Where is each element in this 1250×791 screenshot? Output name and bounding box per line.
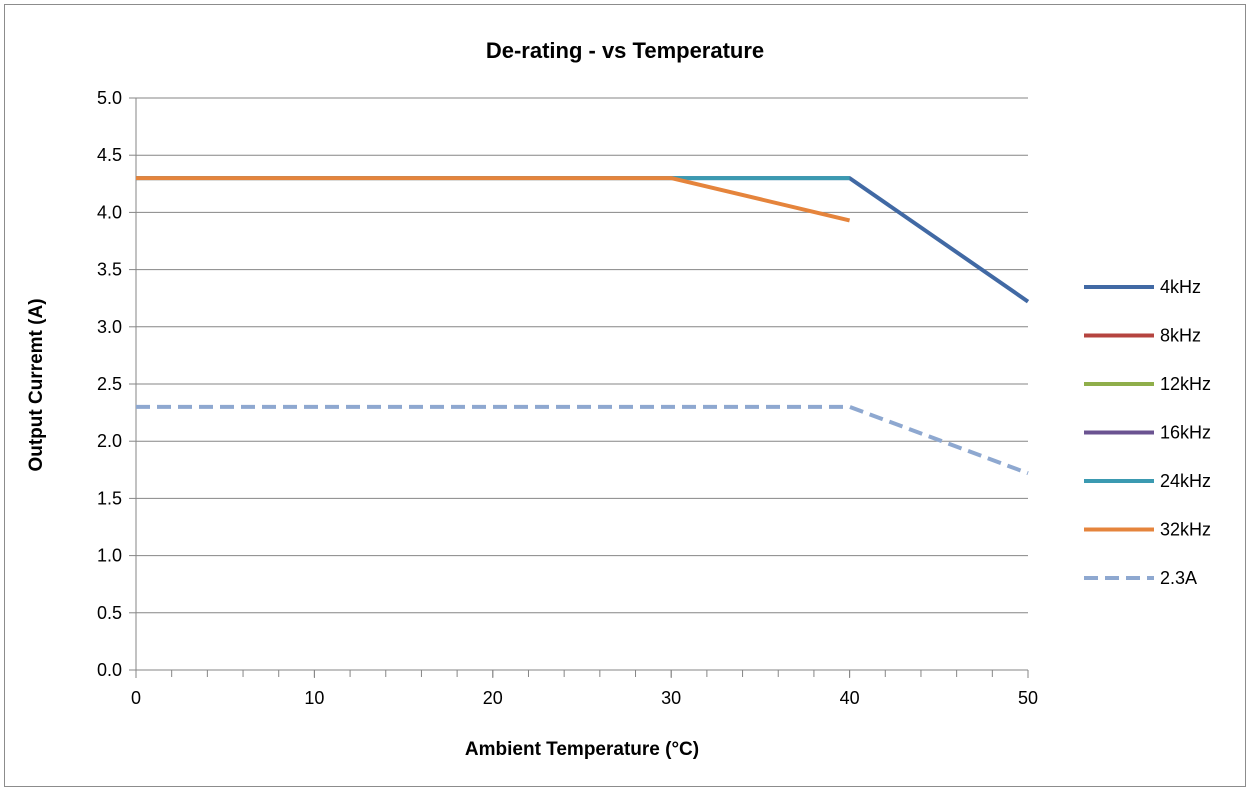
y-axis-title: Output Curremt (A) (26, 298, 47, 471)
x-tick-label: 0 (131, 688, 141, 708)
chart-area (4, 4, 1246, 787)
legend-label-32khz: 32kHz (1160, 520, 1211, 540)
series-line-2-3a (136, 404, 1029, 476)
y-tick-label: 4.5 (97, 145, 122, 165)
gridlines (136, 97, 1028, 614)
plot-series (136, 176, 1030, 476)
y-tick-label: 4.0 (97, 202, 122, 222)
x-axis-title: Ambient Temperature (°C) (465, 739, 699, 760)
y-tick-label: 2.5 (97, 374, 122, 394)
x-tick-label: 50 (1018, 688, 1038, 708)
y-tick-label: 2.0 (97, 431, 122, 451)
legend-label-2-3a: 2.3A (1160, 568, 1197, 588)
legend: 4kHz 8kHz 12kHz 16kHz 24kHz 32kHz 2.3A (1084, 277, 1211, 588)
legend-label-8khz: 8kHz (1160, 326, 1201, 346)
legend-label-12khz: 12kHz (1160, 374, 1211, 394)
y-tick-label: 0.5 (97, 603, 122, 623)
y-tick-label: 1.5 (97, 488, 122, 508)
y-tick-label: 1.0 (97, 546, 122, 566)
y-tick-label: 3.5 (97, 260, 122, 280)
legend-label-16khz: 16kHz (1160, 423, 1211, 443)
x-tick-label: 40 (840, 688, 860, 708)
legend-label-24khz: 24kHz (1160, 471, 1211, 491)
legend-label-4khz: 4kHz (1160, 277, 1201, 297)
series-line-4khz (136, 176, 1030, 304)
y-tick-label: 5.0 (97, 88, 122, 108)
x-tick-label: 20 (483, 688, 503, 708)
series-line-32khz (136, 176, 851, 223)
x-tick-label: 30 (661, 688, 681, 708)
chart-title: De-rating - vs Temperature (486, 38, 764, 63)
x-tick-label: 10 (304, 688, 324, 708)
y-tick-label: 0.0 (97, 660, 122, 680)
y-tick-label: 3.0 (97, 317, 122, 337)
axes: 0.0 0.5 1.0 1.5 2.0 2.5 3.0 3.5 4.0 4.5 5.0 0 10 20 30… (97, 88, 1038, 708)
